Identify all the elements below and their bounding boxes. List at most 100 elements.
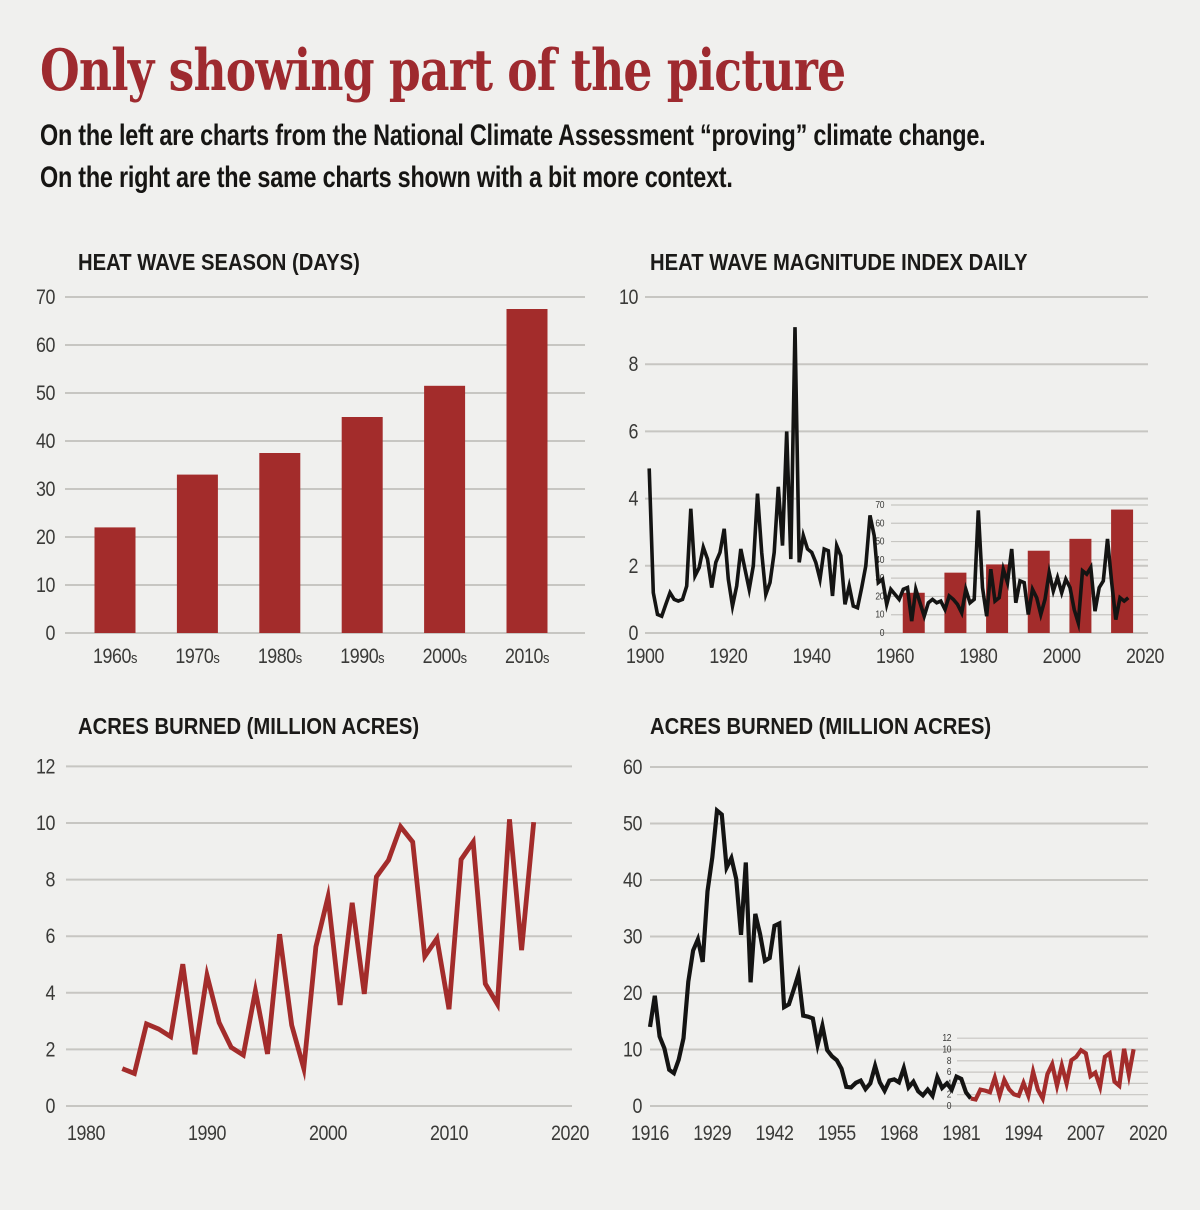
x-tick-label: 1955 (818, 1122, 857, 1146)
subtitle-line-2: On the right are the same charts shown w… (40, 161, 733, 194)
y-tick-label: 10 (36, 812, 56, 836)
x-tick-label: 2020 (551, 1122, 590, 1146)
x-axis-labels: 1916 1929 1942 1955 1968 1981 1994 2007 2020 (631, 1122, 1168, 1146)
y-gridlines (650, 766, 1148, 1107)
y-tick-label: 0 (45, 1095, 55, 1119)
y-tick-label: 20 (623, 982, 643, 1006)
chart-panel-acres-burned-recent: ACRES BURNED (MILLION ACRES) 0 2 4 6 8 10 12 19… (0, 690, 600, 1210)
y-tick-label: 4 (628, 487, 638, 511)
inset-bar (1027, 550, 1050, 633)
series-heat-wave-magnitude-index-daily (647, 327, 1130, 633)
y-tick-label: 30 (36, 478, 56, 502)
inset-tick-label: 30 (875, 573, 884, 584)
x-tick-label: 1980 (67, 1122, 106, 1146)
inset-tick-label: 2 (947, 1089, 952, 1100)
series-acres-burned-1983-2017 (970, 1047, 1136, 1105)
inset-tick-label: 50 (875, 536, 884, 547)
x-tick-label: 1900 (626, 645, 665, 669)
y-tick-label: 60 (623, 756, 643, 780)
y-tick-label: 50 (36, 382, 56, 406)
series-acres-burned-1916-1982 (647, 806, 973, 1101)
y-tick-label: 6 (628, 420, 638, 444)
y-tick-label: 8 (628, 353, 638, 377)
inset-tick-label: 0 (947, 1100, 952, 1111)
x-tick-label: 2020 (1126, 645, 1165, 669)
x-tick-label: 2010s (505, 645, 549, 669)
page-title: Only showing part of the picture (40, 37, 846, 104)
subtitle-line-1: On the left are charts from the National… (40, 119, 986, 152)
chart-title-acres-burned-recent: ACRES BURNED (MILLION ACRES) (78, 713, 420, 739)
bar-1980s (259, 453, 301, 633)
y-tick-label: 8 (45, 868, 55, 892)
x-tick-label: 1929 (693, 1122, 731, 1146)
inset-tick-label: 40 (875, 554, 884, 565)
y-tick-label: 40 (36, 430, 56, 454)
y-axis-labels: 0 2 4 6 8 10 (619, 286, 639, 646)
y-tick-label: 70 (36, 286, 56, 310)
x-tick-label: 2010 (430, 1122, 469, 1146)
y-axis-labels: 0 10 20 30 40 50 60 70 (36, 286, 56, 646)
y-gridlines (66, 765, 572, 1107)
x-tick-label: 1942 (756, 1122, 794, 1146)
bar-1960s (94, 527, 136, 633)
chart-title-acres-burned-context: ACRES BURNED (MILLION ACRES) (650, 713, 992, 739)
x-tick-label: 1981 (942, 1122, 980, 1146)
y-axis-labels: 0 10 20 30 40 50 60 (623, 756, 643, 1119)
y-tick-label: 2 (628, 554, 638, 578)
x-tick-label: 1994 (1005, 1122, 1044, 1146)
x-tick-label: 1960 (876, 645, 915, 669)
x-tick-label: 1940 (793, 645, 832, 669)
x-axis-labels: 1900 1920 1940 1960 1980 2000 2020 (626, 645, 1165, 669)
inset-tick-label: 8 (947, 1055, 952, 1066)
x-tick-label: 1980s (258, 645, 302, 669)
inset-tick-label: 10 (942, 1044, 951, 1055)
inset-tick-label: 60 (875, 518, 884, 529)
y-tick-label: 4 (45, 981, 55, 1005)
y-tick-label: 6 (45, 925, 55, 949)
chart-title-heat-wave-magnitude: HEAT WAVE MAGNITUDE INDEX DAILY (650, 249, 1028, 275)
inset-tick-label: 6 (947, 1066, 952, 1077)
bar-2010s (506, 309, 548, 633)
y-tick-label: 0 (628, 622, 638, 646)
x-tick-label: 1916 (631, 1122, 669, 1146)
acres-burned-recent-line-chart: 0 2 4 6 8 10 12 1980 1990 2000 2010 2020 (36, 755, 590, 1146)
line-series (647, 327, 1130, 633)
y-tick-label: 50 (623, 812, 643, 836)
line-series (647, 806, 1136, 1105)
x-tick-label: 2000 (309, 1122, 348, 1146)
x-tick-label: 1990s (340, 645, 384, 669)
chart-panel-heat-wave-magnitude: HEAT WAVE MAGNITUDE INDEX DAILY 0 2 4 6 8 10 0… (600, 238, 1200, 690)
bar-1990s (341, 417, 383, 633)
x-tick-label: 1960s (93, 645, 137, 669)
bars (94, 309, 548, 633)
y-tick-label: 12 (36, 755, 55, 779)
x-axis-labels: 1960s 1970s 1980s 1990s 2000s 2010s (93, 645, 550, 669)
y-tick-label: 2 (45, 1038, 55, 1062)
x-tick-label: 2007 (1067, 1122, 1105, 1146)
y-tick-label: 10 (619, 286, 639, 310)
chart-panel-acres-burned-context: ACRES BURNED (MILLION ACRES) 0 10 20 30 40 50… (600, 690, 1200, 1210)
chart-panel-heat-wave-season: HEAT WAVE SEASON (DAYS) 0 10 20 30 40 50 60 70 1… (0, 238, 600, 690)
bar-2000s (424, 385, 466, 633)
x-tick-label: 1980 (959, 645, 998, 669)
bar-1970s (176, 474, 218, 633)
y-tick-label: 40 (623, 869, 643, 893)
chart-title-heat-wave-season: HEAT WAVE SEASON (DAYS) (78, 249, 360, 275)
y-tick-label: 30 (623, 925, 643, 949)
x-axis-labels: 1980 1990 2000 2010 2020 (67, 1122, 590, 1146)
x-tick-label: 1990 (188, 1122, 227, 1146)
x-tick-label: 1970s (175, 645, 219, 669)
y-tick-label: 0 (45, 622, 55, 646)
y-axis-labels: 0 2 4 6 8 10 12 (36, 755, 56, 1118)
heat-wave-season-bar-chart: 0 10 20 30 40 50 60 70 1960s 1970s 1980s 1990s 2000s… (36, 286, 585, 669)
inset-tick-label: 20 (875, 591, 884, 602)
y-tick-label: 0 (632, 1095, 642, 1119)
line-series (121, 819, 537, 1082)
x-tick-label: 2020 (1129, 1122, 1168, 1146)
x-tick-label: 1920 (709, 645, 748, 669)
inset-context-scale: 0 10 20 30 40 50 60 70 (875, 499, 1148, 638)
x-tick-label: 2000s (423, 645, 467, 669)
